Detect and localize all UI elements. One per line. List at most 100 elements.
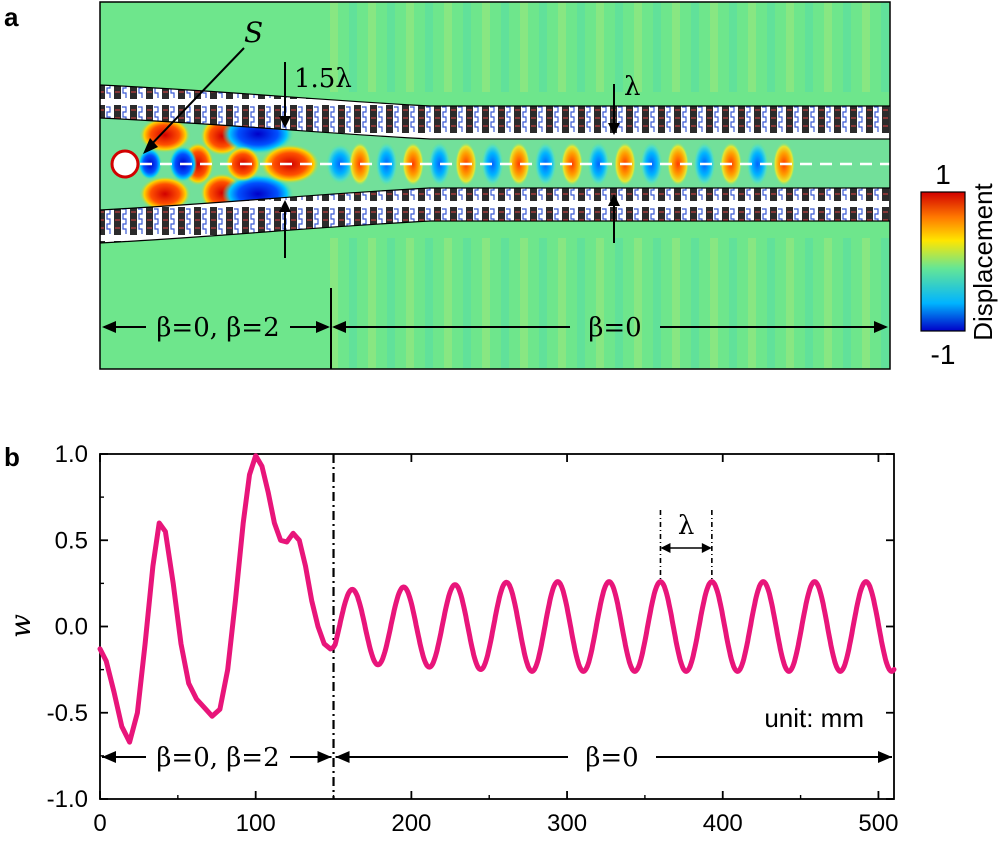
mode-blob [587, 142, 610, 186]
ripple-band [330, 238, 338, 368]
ripple-band [482, 238, 490, 368]
region-arrowhead [335, 751, 350, 763]
mode-blob [428, 142, 451, 186]
lambda-arrowhead [660, 543, 671, 553]
ripple-band [368, 2, 376, 92]
ripple-band [349, 2, 357, 92]
ripple-band [862, 238, 870, 368]
ripple-band [767, 238, 775, 368]
ripple-band [501, 238, 509, 368]
region-right-label-a: β=0 [588, 313, 641, 343]
ripple-band [349, 238, 357, 368]
source-arrowhead [143, 138, 158, 154]
region-arrowhead [102, 751, 116, 763]
ripple-band [653, 2, 661, 92]
width-label-left: 1.5λ [294, 64, 352, 94]
x-tick-label: 400 [703, 810, 743, 837]
ripple-band [558, 238, 566, 368]
colorbar-min-label: -1 [931, 339, 956, 370]
ripple-band [520, 2, 528, 92]
ripple-band [444, 238, 452, 368]
lambda-label: λ [678, 511, 694, 541]
ripple-band [843, 2, 851, 92]
field-ripples [330, 2, 889, 368]
ripple-band [425, 238, 433, 368]
y-axis: -1.0 -0.5 0.0 0.5 1.0 [47, 441, 894, 813]
region-arrows-b [102, 751, 892, 763]
ripple-band [710, 238, 718, 368]
ripple-band [767, 2, 775, 92]
ripple-band [406, 238, 414, 368]
ripple-band [577, 238, 585, 368]
ripple-band [596, 238, 604, 368]
width-label-right: λ [624, 72, 640, 102]
ripple-band [691, 2, 699, 92]
ripple-band [520, 238, 528, 368]
ripple-band [501, 2, 509, 92]
ripple-band [444, 2, 452, 92]
unit-label: unit: mm [764, 703, 864, 733]
source-label: S [244, 16, 263, 49]
ripple-band [786, 2, 794, 92]
ripple-band [425, 2, 433, 92]
ripple-band [634, 2, 642, 92]
ripple-band [463, 2, 471, 92]
ripple-band [330, 2, 338, 92]
y-tick-label: 1.0 [55, 441, 88, 468]
y-tick-label: -0.5 [47, 700, 88, 727]
x-tick-label: 0 [93, 810, 106, 837]
lambda-arrowhead [701, 543, 712, 553]
region-arrowhead [878, 751, 892, 763]
ripple-band [463, 238, 471, 368]
ripple-band [482, 2, 490, 92]
ripple-band [710, 2, 718, 92]
ripple-band [577, 2, 585, 92]
y-axis-label: w [4, 614, 37, 638]
colorbar-title: Displacement [968, 182, 998, 340]
mode-blob [139, 176, 191, 212]
ripple-band [615, 238, 623, 368]
mode-blob [746, 142, 769, 186]
ripple-band [615, 2, 623, 92]
region-left-label-b: β=0, β=2 [156, 743, 279, 773]
ripple-band [558, 2, 566, 92]
colorbar: 1 -1 Displacement [920, 159, 998, 370]
ripple-band [824, 2, 832, 92]
region-right-label-b: β=0 [585, 743, 638, 773]
mode-blob [402, 142, 424, 186]
x-axis: 0 100 200 300 400 500 [93, 454, 898, 837]
ripple-band [539, 238, 547, 368]
ripple-band [653, 238, 661, 368]
region-left-label-a: β=0, β=2 [156, 313, 279, 343]
panel-a: a [4, 1, 998, 370]
ripple-band [805, 2, 813, 92]
upper-metamaterial-strip [100, 84, 890, 140]
x-tick-label: 300 [547, 810, 587, 837]
ripple-band [881, 2, 889, 92]
x-tick-label: 200 [391, 810, 431, 837]
ripple-band [387, 238, 395, 368]
ripple-band [634, 238, 642, 368]
colorbar-max-label: 1 [935, 159, 951, 190]
ripple-band [672, 2, 680, 92]
ripple-band [862, 2, 870, 92]
lambda-marker [659, 510, 713, 580]
ripple-band [406, 2, 414, 92]
panel-a-letter: a [4, 2, 19, 32]
y-tick-label: 0.0 [55, 614, 88, 641]
ripple-band [387, 2, 395, 92]
ripple-band [786, 238, 794, 368]
ripple-band [596, 2, 604, 92]
x-tick-label: 100 [236, 810, 276, 837]
field-frame [99, 1, 891, 370]
region-arrows-a [102, 321, 888, 333]
source-circle [110, 149, 140, 179]
x-tick-label: 500 [858, 810, 898, 837]
ripple-band [729, 238, 737, 368]
mode-blob [481, 142, 504, 186]
lower-metamaterial-strip [100, 187, 890, 244]
region-arrowhead [317, 751, 332, 763]
width-marker-right [608, 84, 620, 243]
mode-blob [667, 142, 689, 186]
ripple-band [824, 238, 832, 368]
